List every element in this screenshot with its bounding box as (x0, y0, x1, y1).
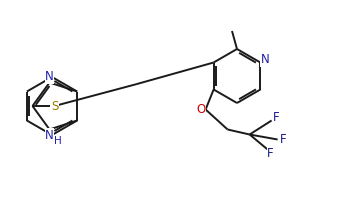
Text: H: H (54, 136, 61, 146)
Text: N: N (261, 53, 270, 66)
Text: F: F (267, 147, 274, 160)
Text: O: O (196, 103, 205, 116)
Text: F: F (273, 111, 280, 124)
Text: N: N (45, 70, 54, 83)
Text: S: S (51, 99, 58, 112)
Text: N: N (45, 129, 54, 142)
Text: F: F (280, 133, 287, 146)
